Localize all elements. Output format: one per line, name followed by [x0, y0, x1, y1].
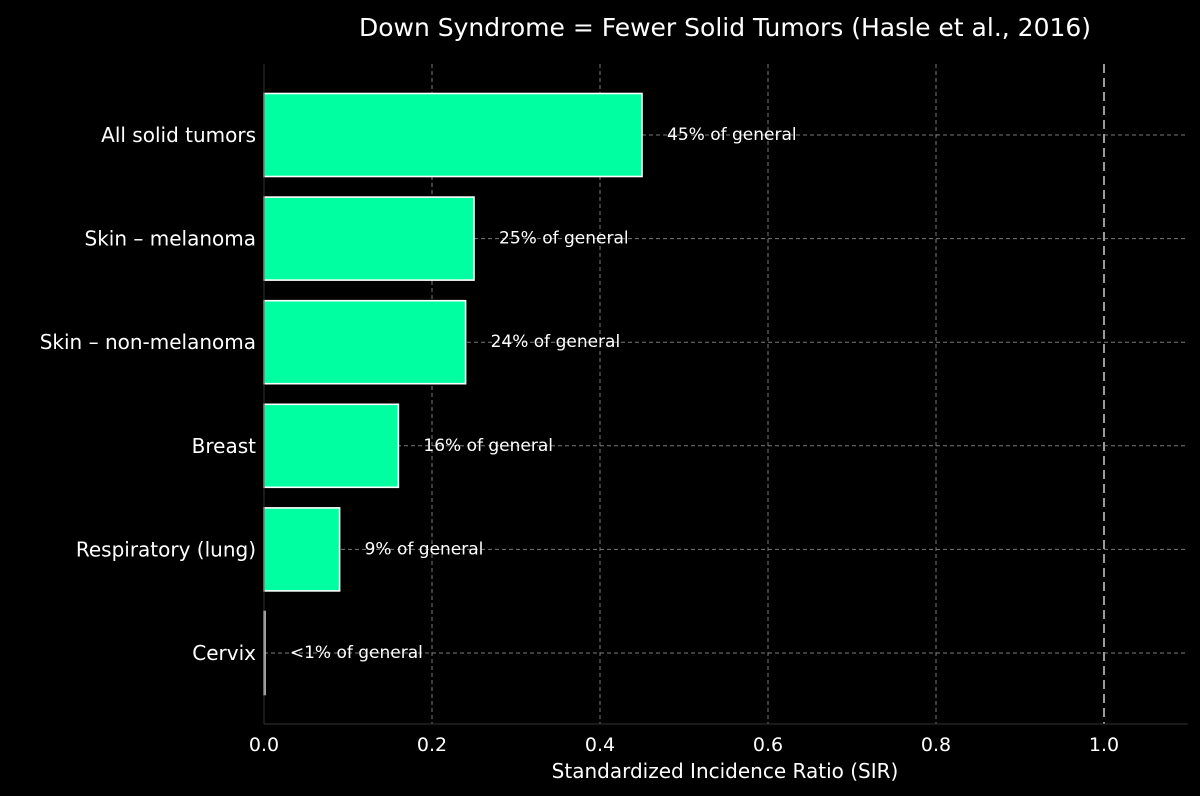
- category-label: All solid tumors: [101, 123, 256, 147]
- x-axis-title: Standardized Incidence Ratio (SIR): [552, 759, 899, 783]
- x-tick-label: 0.2: [417, 734, 447, 756]
- bar: [263, 92, 643, 178]
- x-tick-label: 0.8: [921, 734, 951, 756]
- grid-lines: [263, 64, 1188, 724]
- x-tick-label: 0.4: [585, 734, 615, 756]
- data-labels: 45% of general 25% of general 24% of gener…: [290, 125, 797, 663]
- category-label: Respiratory (lung): [76, 537, 256, 561]
- x-tick-label: 0.6: [753, 734, 783, 756]
- x-tick-label: 0.0: [249, 734, 279, 756]
- category-label: Skin – melanoma: [85, 227, 256, 251]
- data-label: 24% of general: [491, 332, 621, 352]
- category-label: Breast: [192, 434, 256, 458]
- category-labels: All solid tumors Skin – melanoma Skin – no…: [40, 123, 256, 665]
- bar: [263, 507, 341, 592]
- category-label: Cervix: [192, 641, 256, 665]
- bar: [263, 299, 467, 385]
- data-label: 16% of general: [423, 436, 553, 456]
- data-label: 9% of general: [365, 539, 484, 559]
- data-label: 45% of general: [667, 125, 797, 145]
- chart-title: Down Syndrome = Fewer Solid Tumors (Hasl…: [359, 13, 1091, 42]
- data-label: 25% of general: [499, 229, 629, 249]
- bars: [263, 92, 643, 696]
- data-label: <1% of general: [290, 643, 423, 663]
- x-tick-labels: 0.0 0.2 0.4 0.6 0.8 1.0: [249, 734, 1119, 756]
- bar: [263, 403, 400, 489]
- category-label: Skin – non-melanoma: [40, 330, 256, 354]
- x-tick-label: 1.0: [1089, 734, 1119, 756]
- bar: [263, 196, 475, 281]
